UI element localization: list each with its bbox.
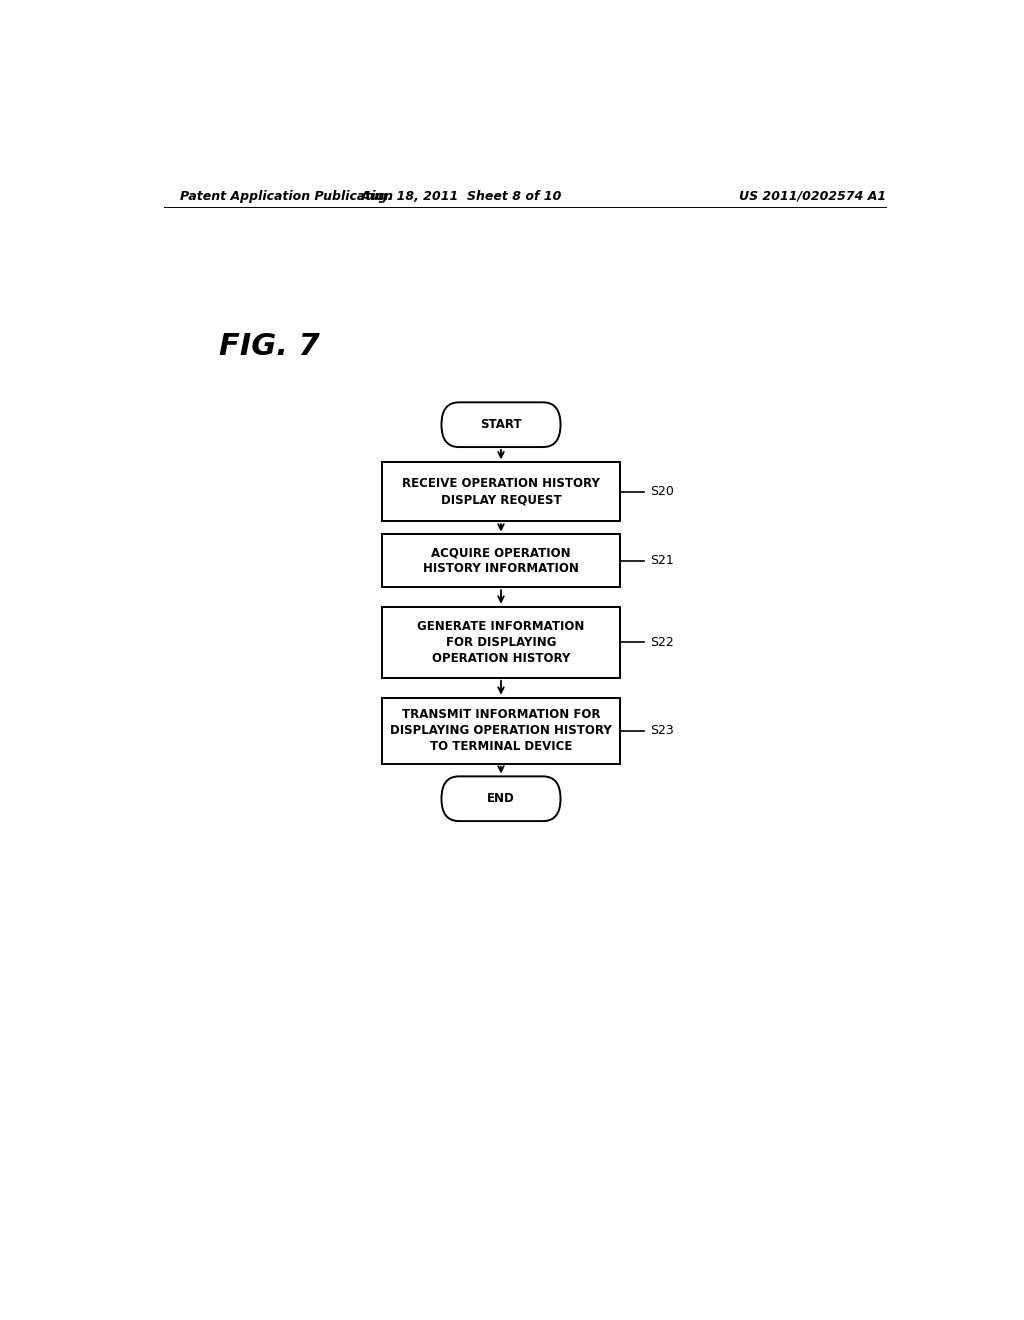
FancyBboxPatch shape [382, 462, 620, 521]
Text: RECEIVE OPERATION HISTORY
DISPLAY REQUEST: RECEIVE OPERATION HISTORY DISPLAY REQUES… [402, 478, 600, 507]
FancyBboxPatch shape [382, 697, 620, 764]
Text: S22: S22 [650, 636, 674, 648]
Text: Patent Application Publication: Patent Application Publication [179, 190, 392, 202]
Text: ACQUIRE OPERATION
HISTORY INFORMATION: ACQUIRE OPERATION HISTORY INFORMATION [423, 546, 579, 576]
Text: Aug. 18, 2011  Sheet 8 of 10: Aug. 18, 2011 Sheet 8 of 10 [360, 190, 562, 202]
Text: S23: S23 [650, 725, 674, 737]
FancyBboxPatch shape [441, 403, 560, 447]
Text: S20: S20 [650, 486, 674, 498]
Text: END: END [487, 792, 515, 805]
Text: US 2011/0202574 A1: US 2011/0202574 A1 [739, 190, 886, 202]
Text: FIG. 7: FIG. 7 [219, 331, 321, 360]
FancyBboxPatch shape [382, 607, 620, 677]
FancyBboxPatch shape [382, 535, 620, 587]
FancyBboxPatch shape [441, 776, 560, 821]
Text: GENERATE INFORMATION
FOR DISPLAYING
OPERATION HISTORY: GENERATE INFORMATION FOR DISPLAYING OPER… [418, 619, 585, 665]
Text: START: START [480, 418, 522, 432]
Text: S21: S21 [650, 554, 674, 568]
Text: TRANSMIT INFORMATION FOR
DISPLAYING OPERATION HISTORY
TO TERMINAL DEVICE: TRANSMIT INFORMATION FOR DISPLAYING OPER… [390, 708, 612, 754]
